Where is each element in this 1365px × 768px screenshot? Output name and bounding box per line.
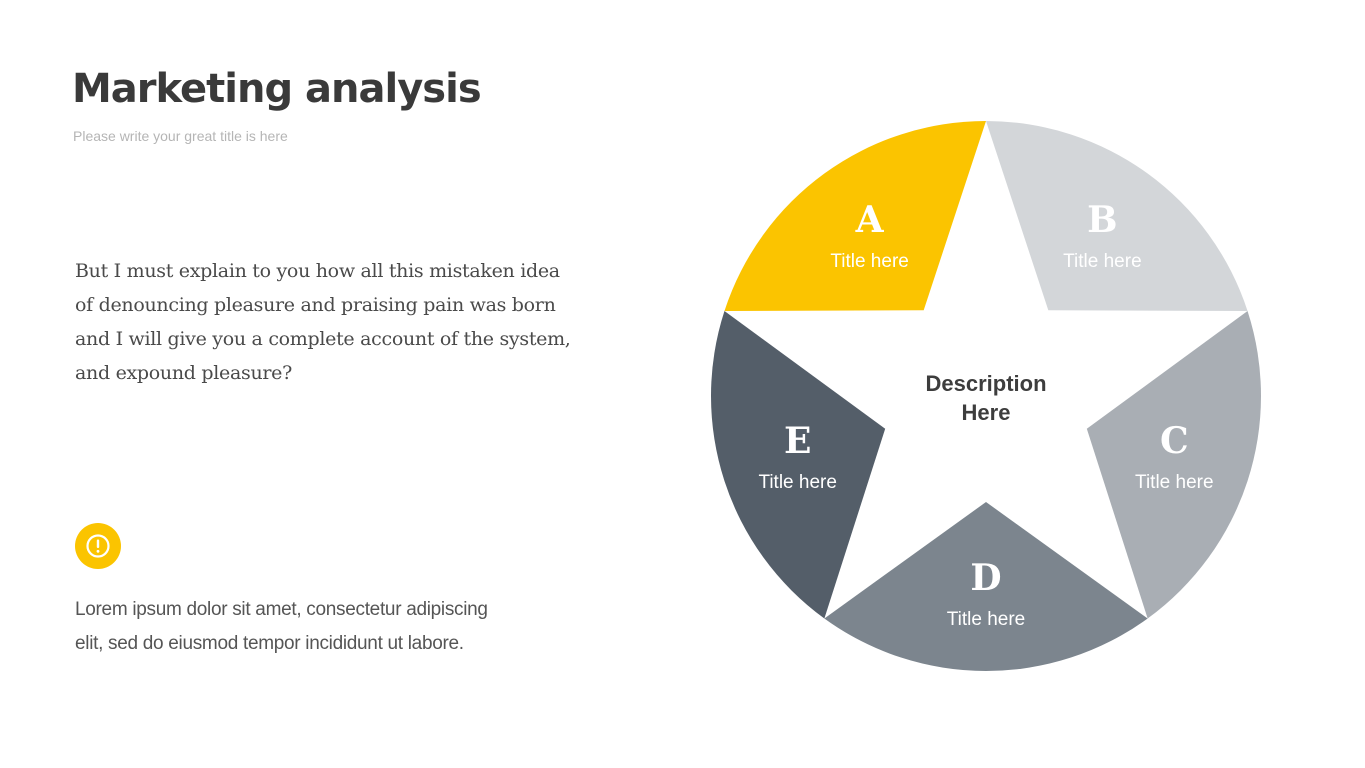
segment-e-letter: E xyxy=(784,420,811,462)
segment-e xyxy=(711,311,886,619)
segment-d xyxy=(824,502,1148,671)
star-diagram: A Title here B Title here C Title here D Title … xyxy=(711,121,1261,671)
segment-b-letter: B xyxy=(1087,199,1117,241)
segment-d-label: Title here xyxy=(947,609,1026,630)
body-paragraph: But I must explain to you how all this m… xyxy=(75,260,571,384)
labels-layer: A Title here B Title here C Title here D Title … xyxy=(758,199,1213,630)
note-text: Lorem ipsum dolor sit amet, consectetur … xyxy=(75,599,488,654)
segment-a-label: Title here xyxy=(830,251,909,272)
segment-c-letter: C xyxy=(1160,420,1189,462)
exclamation-icon xyxy=(86,534,110,558)
segment-a xyxy=(724,121,986,312)
segment-b-label: Title here xyxy=(1063,251,1142,272)
page-subtitle: Please write your great title is here xyxy=(73,128,288,144)
alert-badge xyxy=(75,523,121,569)
segments-layer xyxy=(711,121,1261,671)
segment-c xyxy=(1086,311,1261,619)
center-title-line2: Here xyxy=(962,400,1011,425)
center-title-line1: Description xyxy=(925,371,1046,396)
segment-c-label: Title here xyxy=(1135,472,1214,493)
segment-d-letter: D xyxy=(970,557,1001,599)
page-title: Marketing analysis xyxy=(72,66,482,112)
segment-a-letter: A xyxy=(855,199,885,241)
segment-b xyxy=(986,121,1248,312)
segment-e-label: Title here xyxy=(758,472,837,493)
